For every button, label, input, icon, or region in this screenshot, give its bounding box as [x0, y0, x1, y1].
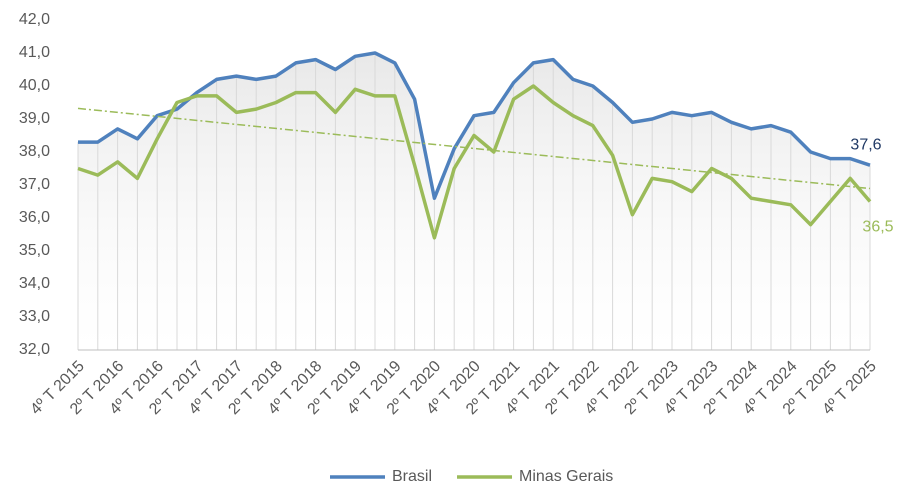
y-tick-label: 39,0	[19, 110, 50, 127]
y-tick-label: 36,0	[19, 209, 50, 226]
y-tick-label: 41,0	[19, 44, 50, 61]
legend-label: Minas Gerais	[519, 468, 613, 485]
y-tick-label: 35,0	[19, 242, 50, 259]
y-tick-label: 37,0	[19, 176, 50, 193]
y-tick-label: 42,0	[19, 11, 50, 28]
series-line	[77, 84, 872, 240]
legend-label: Brasil	[392, 468, 432, 485]
y-tick-label: 38,0	[19, 143, 50, 160]
y-tick-label: 40,0	[19, 77, 50, 94]
data-label: 36,5	[862, 219, 893, 236]
y-tick-label: 32,0	[19, 341, 50, 358]
series-line	[78, 51, 871, 200]
trendline	[77, 107, 871, 190]
y-tick-label: 33,0	[19, 308, 50, 325]
data-label: 37,6	[850, 136, 881, 153]
y-tick-label: 34,0	[19, 275, 50, 292]
